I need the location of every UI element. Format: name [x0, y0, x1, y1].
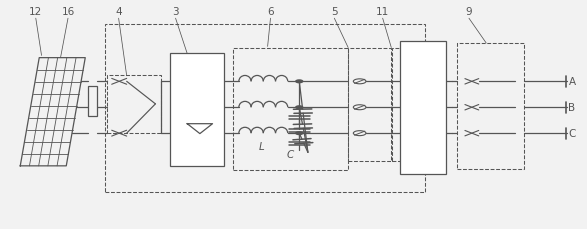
Circle shape — [296, 106, 303, 109]
Bar — [457, 44, 524, 169]
Text: C: C — [568, 129, 576, 139]
Circle shape — [296, 132, 303, 135]
Text: 3: 3 — [172, 7, 179, 17]
Bar — [87, 87, 97, 117]
Bar — [106, 25, 424, 192]
Text: 5: 5 — [331, 7, 338, 17]
Bar — [393, 48, 430, 162]
Text: 12: 12 — [29, 7, 42, 17]
Text: A: A — [568, 77, 576, 87]
Bar — [107, 75, 161, 134]
Bar — [348, 48, 392, 162]
Text: C: C — [287, 149, 294, 159]
Text: 11: 11 — [376, 7, 389, 17]
Bar — [400, 42, 446, 174]
Text: 4: 4 — [115, 7, 122, 17]
Circle shape — [296, 81, 303, 83]
Text: L: L — [259, 141, 265, 151]
Text: 16: 16 — [62, 7, 75, 17]
Text: B: B — [568, 103, 576, 113]
Bar — [170, 54, 224, 166]
Bar — [233, 48, 348, 171]
Text: 6: 6 — [267, 7, 274, 17]
Text: 9: 9 — [465, 7, 473, 17]
